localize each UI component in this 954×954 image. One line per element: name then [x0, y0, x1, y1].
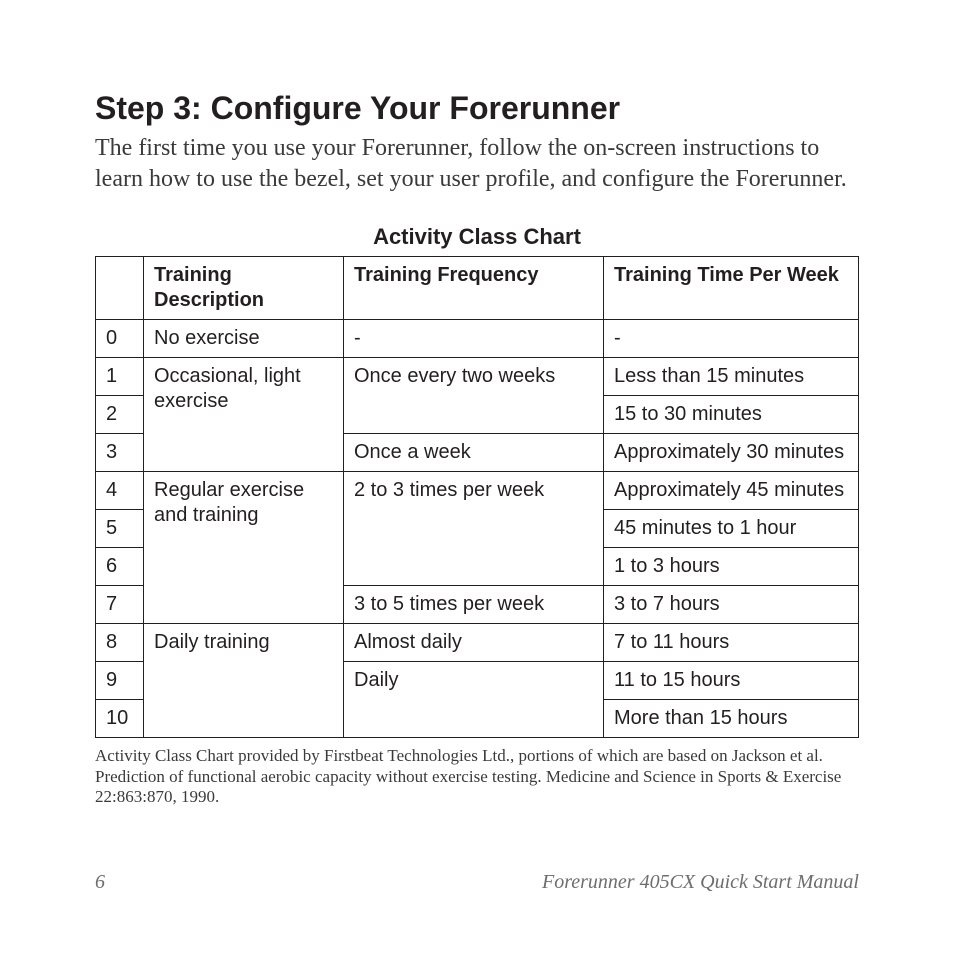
- cell-frequency: 3 to 5 times per week: [344, 586, 604, 624]
- cell-time: More than 15 hours: [604, 700, 859, 738]
- step-heading: Step 3: Configure Your Forerunner: [95, 90, 859, 127]
- table-row: 4 Regular exercise and training 2 to 3 t…: [96, 472, 859, 510]
- activity-class-table: Training Description Training Frequency …: [95, 256, 859, 738]
- cell-frequency: Almost daily: [344, 624, 604, 662]
- cell-frequency: Once a week: [344, 434, 604, 472]
- cell-index: 4: [96, 472, 144, 510]
- cell-time: 1 to 3 hours: [604, 548, 859, 586]
- cell-time: Less than 15 minutes: [604, 358, 859, 396]
- cell-frequency: 2 to 3 times per week: [344, 472, 604, 586]
- cell-time: 3 to 7 hours: [604, 586, 859, 624]
- col-description: Training Description: [144, 257, 344, 320]
- cell-time: 15 to 30 minutes: [604, 396, 859, 434]
- cell-time: 11 to 15 hours: [604, 662, 859, 700]
- col-time: Training Time Per Week: [604, 257, 859, 320]
- cell-frequency: -: [344, 320, 604, 358]
- cell-index: 6: [96, 548, 144, 586]
- cell-index: 10: [96, 700, 144, 738]
- cell-index: 7: [96, 586, 144, 624]
- cell-time: 7 to 11 hours: [604, 624, 859, 662]
- page-footer: 6 Forerunner 405CX Quick Start Manual: [95, 841, 859, 894]
- table-row: 8 Daily training Almost daily 7 to 11 ho…: [96, 624, 859, 662]
- table-row: 1 Occasional, light exercise Once every …: [96, 358, 859, 396]
- cell-description: Occasional, light exercise: [144, 358, 344, 472]
- cell-time: Approximately 30 minutes: [604, 434, 859, 472]
- chart-footnote: Activity Class Chart provided by Firstbe…: [95, 746, 859, 807]
- cell-time: Approximately 45 minutes: [604, 472, 859, 510]
- page-number: 6: [95, 871, 105, 894]
- cell-index: 3: [96, 434, 144, 472]
- cell-frequency: Once every two weeks: [344, 358, 604, 434]
- manual-title: Forerunner 405CX Quick Start Manual: [542, 871, 859, 894]
- cell-time: -: [604, 320, 859, 358]
- cell-time: 45 minutes to 1 hour: [604, 510, 859, 548]
- chart-title: Activity Class Chart: [95, 224, 859, 250]
- table-header-row: Training Description Training Frequency …: [96, 257, 859, 320]
- step-intro-text: The first time you use your Forerunner, …: [95, 133, 859, 194]
- manual-page: Step 3: Configure Your Forerunner The fi…: [0, 0, 954, 954]
- col-index: [96, 257, 144, 320]
- col-frequency: Training Frequency: [344, 257, 604, 320]
- cell-description: No exercise: [144, 320, 344, 358]
- cell-index: 9: [96, 662, 144, 700]
- cell-description: Regular exercise and training: [144, 472, 344, 624]
- table-row: 0 No exercise - -: [96, 320, 859, 358]
- cell-frequency: Daily: [344, 662, 604, 738]
- cell-index: 5: [96, 510, 144, 548]
- cell-index: 0: [96, 320, 144, 358]
- cell-index: 1: [96, 358, 144, 396]
- cell-index: 8: [96, 624, 144, 662]
- cell-index: 2: [96, 396, 144, 434]
- cell-description: Daily training: [144, 624, 344, 738]
